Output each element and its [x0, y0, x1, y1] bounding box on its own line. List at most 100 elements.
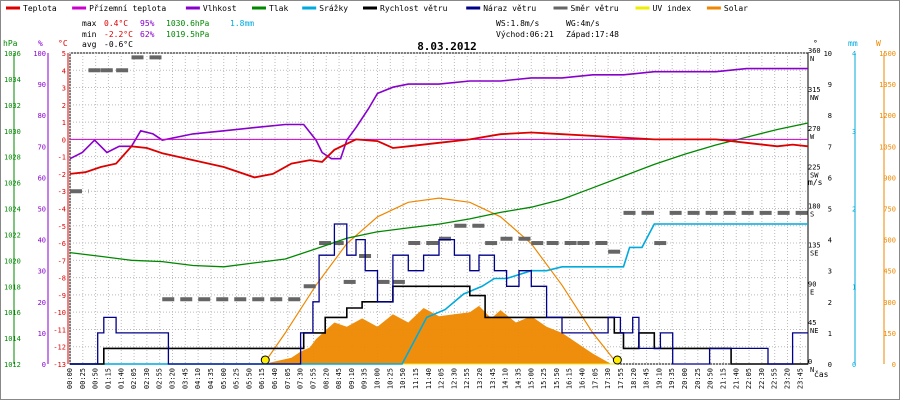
dir-name-label: N	[810, 366, 814, 374]
temp-tick-label: -11	[53, 326, 66, 334]
w-tick-label: 1200	[879, 112, 896, 120]
sun-marker	[612, 355, 622, 365]
time-tick-label: 02:55	[156, 368, 164, 389]
legend-label: UV index	[653, 4, 692, 13]
dir-name-label: W	[810, 133, 815, 141]
hpa-tick-label: 1016	[4, 309, 21, 317]
stat-wg: WG:4m/s	[566, 19, 600, 28]
temp-tick-label: 0	[62, 136, 66, 144]
pct-tick-label: 100	[33, 50, 46, 58]
time-tick-label: 06:40	[271, 368, 279, 389]
legend: Teplota Přízemní teplota Vlhkost Tlak Srážky…	[6, 4, 748, 13]
hpa-tick-label: 1024	[4, 206, 21, 214]
legend-label: Teplota	[23, 4, 57, 13]
dir-tick-label: 0	[808, 358, 812, 366]
time-tick-label: 02:30	[143, 368, 151, 389]
time-tick-label: 00:50	[92, 368, 100, 389]
stat-avg-label: avg	[82, 40, 97, 49]
stat-sunrise: Východ:06:21	[496, 30, 554, 39]
time-tick-label: 02:05	[130, 368, 138, 389]
solar-theoretical-line	[263, 197, 618, 365]
time-tick-label: 14:10	[502, 368, 510, 389]
time-tick-label: 18:45	[643, 368, 651, 389]
pct-tick-label: 70	[38, 143, 46, 151]
temp-tick-label: -12	[53, 344, 66, 352]
time-tick-label: 21:15	[719, 368, 727, 389]
temp-tick-label: 3	[62, 85, 66, 93]
time-tick-label: 21:40	[732, 368, 740, 389]
temp-tick-label: -5	[58, 223, 66, 231]
dir-name-label: N	[810, 55, 814, 63]
legend-label: Srážky	[319, 4, 348, 13]
stat-avg-temp: -0.6°C	[104, 40, 133, 49]
hpa-tick-label: 1012	[4, 361, 21, 369]
stat-rain: 1.8mm	[230, 19, 254, 28]
time-tick-label: 07:05	[284, 368, 292, 389]
legend-label: Rychlost větru	[380, 4, 448, 13]
time-tick-label: 13:45	[489, 368, 497, 389]
dir-tick-label: 135	[808, 241, 821, 249]
temp-tick-label: -1	[58, 154, 66, 162]
ms-tick-label: 4	[828, 237, 832, 245]
temp-tick-label: -6	[58, 240, 66, 248]
ms-tick-label: 7	[828, 143, 832, 151]
ms-tick-label: 6	[828, 174, 832, 182]
right-axes: 0N45NE90E135SE180S225SW270W315NW360N0123…	[808, 47, 896, 374]
w-tick-label: 150	[883, 330, 896, 338]
stat-max-temp: 0.4°C	[104, 19, 128, 28]
temperature-line	[69, 131, 809, 179]
time-tick-label: 04:35	[207, 368, 215, 389]
x-axis-label: čas	[814, 369, 829, 379]
hpa-tick-label: 1028	[4, 154, 21, 162]
mm-tick-label: 2	[852, 206, 856, 214]
axis-titles: hPa % °C ° mm W m/s	[3, 39, 881, 187]
hpa-axis-title: hPa	[3, 39, 18, 48]
time-axis: 00:00 00:25 00:50 01:15 01:40 02:05 02:30 02:55…	[66, 368, 804, 389]
left-axes: -13-12-11-10-9-8-7-6-5-4-3-2-10123451012…	[4, 50, 66, 369]
time-tick-label: 20:00	[681, 368, 689, 389]
time-tick-label: 01:15	[104, 368, 112, 389]
time-tick-label: 11:40	[425, 368, 433, 389]
time-tick-label: 08:20	[322, 368, 330, 389]
time-tick-label: 15:25	[540, 368, 548, 389]
pct-tick-label: 40	[38, 237, 46, 245]
time-tick-label: 07:55	[309, 368, 317, 389]
mm-tick-label: 3	[852, 128, 856, 136]
time-tick-label: 05:00	[220, 368, 228, 389]
dir-axis-title: °	[813, 39, 818, 48]
pct-axis-title: %	[38, 39, 43, 48]
time-tick-label: 09:35	[361, 368, 369, 389]
legend-label: Tlak	[269, 4, 288, 13]
ms-tick-label: 1	[828, 330, 832, 338]
time-tick-label: 23:45	[796, 368, 804, 389]
hpa-tick-label: 1022	[4, 231, 21, 239]
time-tick-label: 11:15	[412, 368, 420, 389]
time-tick-label: 23:20	[784, 368, 792, 389]
hpa-tick-label: 1032	[4, 102, 21, 110]
time-tick-label: 05:25	[233, 368, 241, 389]
legend-label: Přízemní teplota	[89, 4, 166, 13]
time-tick-label: 03:45	[181, 368, 189, 389]
pct-tick-label: 20	[38, 299, 46, 307]
pct-tick-label: 80	[38, 112, 46, 120]
time-tick-label: 09:10	[348, 368, 356, 389]
chart-title: 8.03.2012	[417, 40, 477, 53]
ms-tick-label: 2	[828, 299, 832, 307]
dir-tick-label: 360	[808, 47, 821, 55]
w-tick-label: 600	[883, 237, 896, 245]
time-tick-label: 16:15	[566, 368, 574, 389]
time-tick-label: 12:55	[463, 368, 471, 389]
dir-tick-label: 315	[808, 86, 821, 94]
pressure-line	[69, 122, 809, 268]
pct-tick-label: 60	[38, 174, 46, 182]
time-tick-label: 17:55	[617, 368, 625, 389]
legend-label: Náraz větru	[483, 4, 536, 13]
hpa-tick-label: 1014	[4, 335, 21, 343]
time-tick-label: 00:00	[66, 368, 74, 389]
w-axis-title: W	[876, 39, 881, 48]
legend-label: Směr větru	[571, 4, 619, 13]
dir-tick-label: 270	[808, 125, 821, 133]
dir-tick-label: 90	[808, 280, 816, 288]
mm-tick-label: 1	[852, 283, 856, 291]
